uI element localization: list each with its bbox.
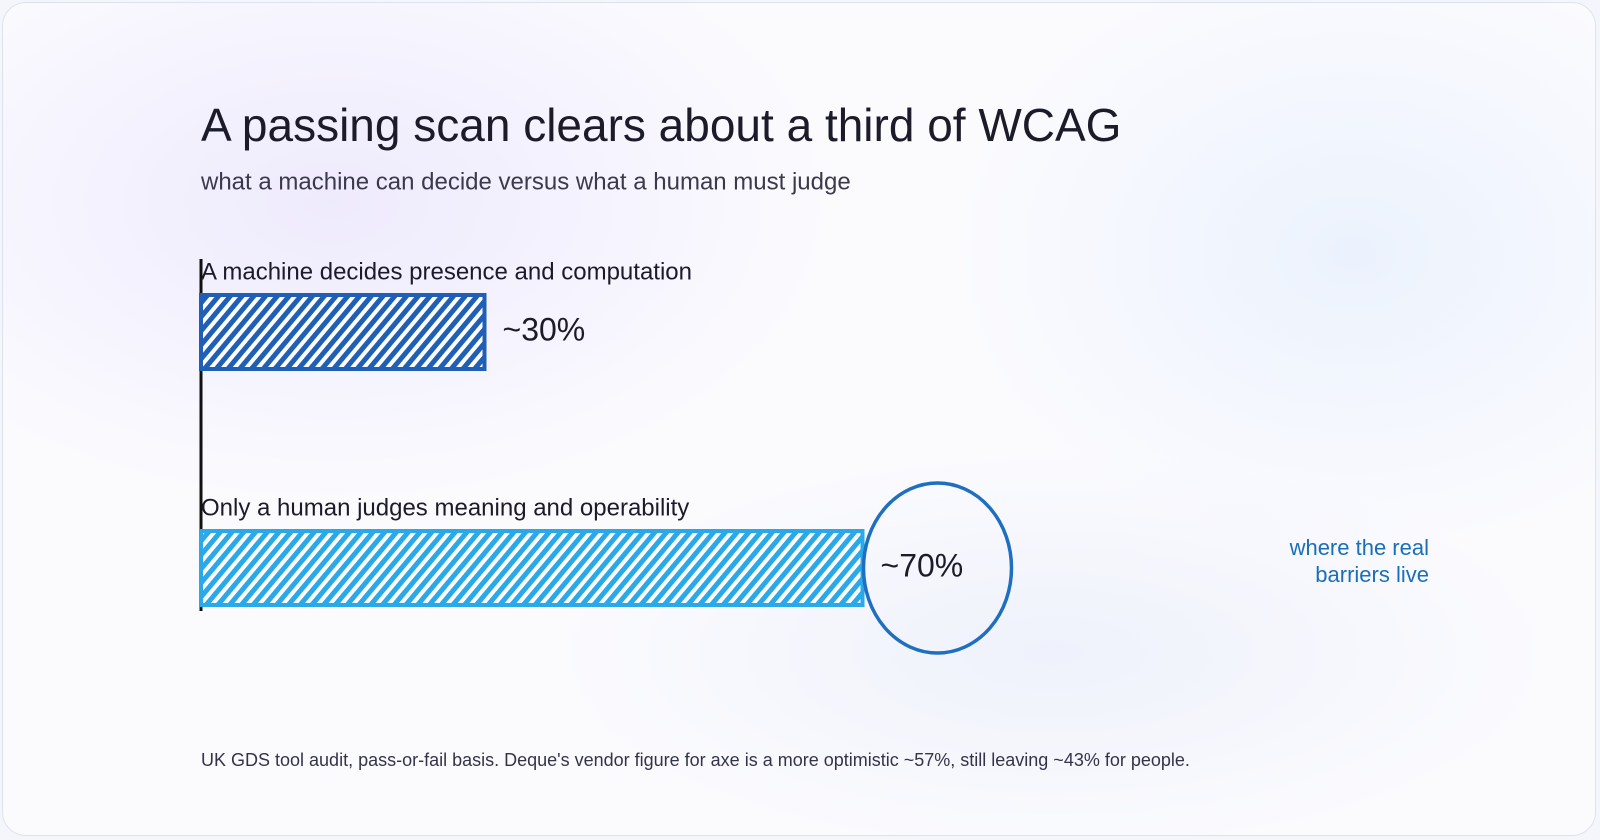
- highlight-circle: [861, 481, 1014, 655]
- chart: A passing scan clears about a third of W…: [199, 99, 1429, 770]
- category-label: A machine decides presence and computati…: [201, 258, 692, 285]
- category-label: Only a human judges meaning and operabil…: [201, 494, 689, 521]
- chart-subtitle: what a machine can decide versus what a …: [200, 168, 851, 195]
- footnote: UK GDS tool audit, pass-or-fail basis. D…: [201, 750, 1190, 770]
- bar: [199, 529, 865, 607]
- annotation: barriers live: [1315, 562, 1429, 587]
- bar: [199, 293, 487, 371]
- annotation: where the real: [1289, 535, 1429, 560]
- value-label: ~70%: [881, 547, 964, 583]
- value-label: ~30%: [503, 311, 586, 347]
- chart-title: A passing scan clears about a third of W…: [201, 99, 1121, 151]
